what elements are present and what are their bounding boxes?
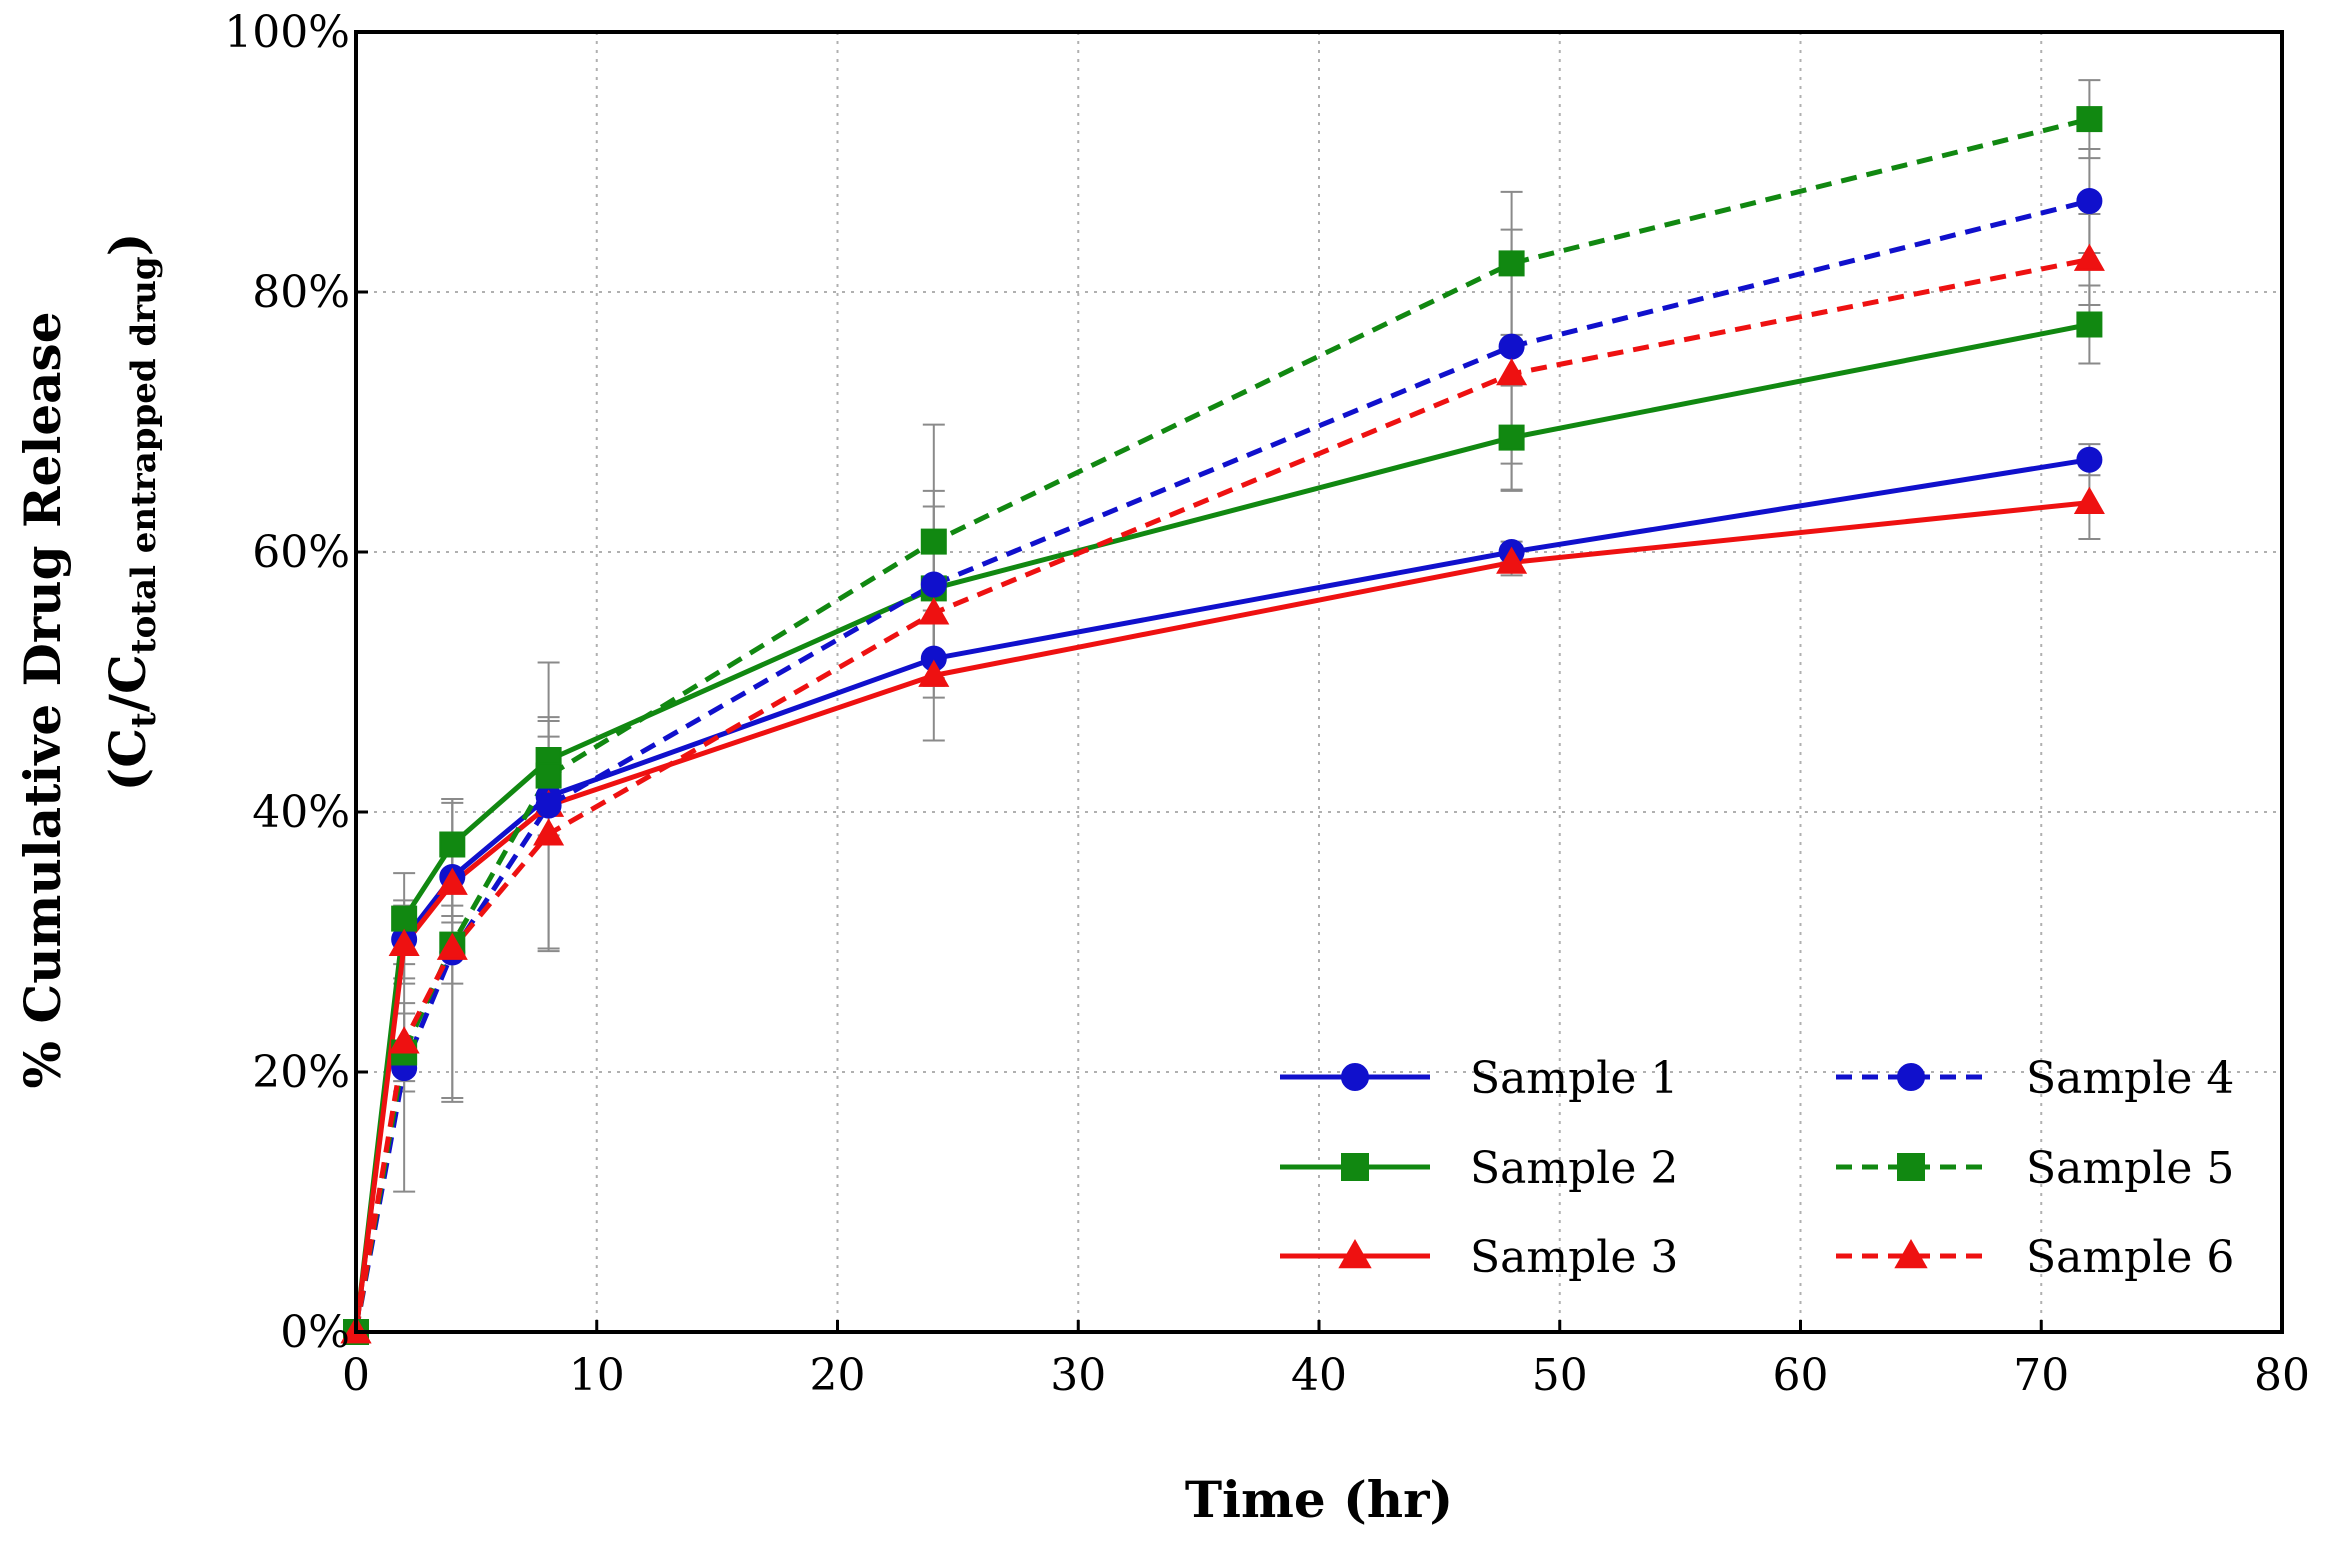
- y-subtitle-slash: /C: [98, 654, 157, 712]
- series-6-point: [388, 1026, 420, 1054]
- x-axis-ticks: 0 10 20 30 40 50 60 70 80: [342, 1320, 2310, 1401]
- y-axis-ticks: 0% 20% 40% 60% 80% 100%: [224, 7, 368, 1358]
- y-subtitle-close: ): [98, 233, 157, 257]
- series-6-point: [436, 932, 468, 960]
- x-tick-label: 20: [810, 1350, 866, 1401]
- legend-label-sample-6: Sample 6: [2026, 1232, 2234, 1283]
- series-3-line: [353, 500, 2090, 1333]
- series-2-point: [391, 905, 418, 932]
- y-subtitle-open: (C: [98, 728, 157, 791]
- series-4-point: [1498, 333, 1525, 360]
- series-6-point: [2073, 243, 2105, 271]
- series-4-point: [535, 792, 562, 819]
- x-tick-label: 30: [1050, 1350, 1106, 1401]
- series-4-line: [353, 198, 2091, 1333]
- x-tick-label: 60: [1773, 1350, 1829, 1401]
- y-tick-label: 80%: [252, 267, 350, 318]
- series-6-point: [533, 818, 565, 846]
- series-3-point: [388, 928, 420, 956]
- legend-marker-sample-5: [1897, 1153, 1925, 1181]
- y-tick-label: 40%: [252, 787, 350, 838]
- x-tick-label: 50: [1532, 1350, 1588, 1401]
- series-3-point: [2073, 486, 2105, 514]
- legend-marker-sample-3: [1338, 1239, 1372, 1269]
- series-5-line: [353, 116, 2091, 1333]
- series-lines: [353, 116, 2091, 1333]
- y-subtitle-sub-t: t: [124, 712, 164, 728]
- y-tick-label: 100%: [224, 7, 350, 58]
- series-2-point: [2076, 311, 2103, 338]
- series-5-point: [2076, 106, 2103, 133]
- y-tick-label: 20%: [252, 1047, 350, 1098]
- legend-label-sample-3: Sample 3: [1470, 1232, 1678, 1283]
- series-4-point: [920, 571, 947, 598]
- x-tick-label: 70: [2013, 1350, 2069, 1401]
- y-axis-title: % Cumulative Drug Release: [13, 311, 72, 1088]
- series-3-point: [436, 867, 468, 895]
- legend-marker-sample-4: [1897, 1063, 1925, 1091]
- y-tick-label: 60%: [252, 527, 350, 578]
- series-2-point: [439, 831, 466, 858]
- series-5-point: [920, 528, 947, 555]
- x-axis-title: Time (hr): [1185, 1470, 1453, 1529]
- y-tick-label: 0%: [280, 1307, 350, 1358]
- legend-marker-sample-1: [1341, 1063, 1369, 1091]
- series-1-line: [353, 457, 2090, 1333]
- series-3-point: [918, 659, 950, 687]
- legend-label-sample-1: Sample 1: [1470, 1053, 1678, 1104]
- grid-lines: [356, 32, 2282, 1332]
- series-2-point: [1498, 424, 1525, 451]
- legend-marker-sample-6: [1894, 1239, 1928, 1269]
- legend: Sample 1 Sample 2 Sample 3 Sample 4 Sample 5…: [1280, 1053, 2234, 1283]
- legend-label-sample-5: Sample 5: [2026, 1143, 2234, 1194]
- legend-label-sample-2: Sample 2: [1470, 1143, 1678, 1194]
- series-4-point: [2076, 188, 2103, 214]
- error-bars: [393, 79, 2101, 1193]
- series-1-point: [2076, 446, 2103, 473]
- series-2-line: [353, 322, 2090, 1333]
- series-3-point: [1496, 546, 1528, 574]
- x-tick-label: 0: [342, 1350, 370, 1401]
- y-axis-subtitle: (Ct/Ctotal entrapped drug): [98, 233, 164, 792]
- series-5-point: [1498, 250, 1525, 277]
- x-tick-label: 80: [2254, 1350, 2310, 1401]
- series-5-point: [535, 762, 562, 789]
- legend-label-sample-4: Sample 4: [2026, 1053, 2234, 1104]
- series-6-line: [353, 257, 2090, 1333]
- y-subtitle-sub-total: total entrapped drug: [124, 256, 164, 654]
- x-tick-label: 10: [569, 1350, 625, 1401]
- legend-marker-sample-2: [1341, 1153, 1369, 1181]
- series-6-point: [918, 597, 950, 625]
- series-6-point: [1496, 358, 1528, 386]
- x-tick-label: 40: [1291, 1350, 1347, 1401]
